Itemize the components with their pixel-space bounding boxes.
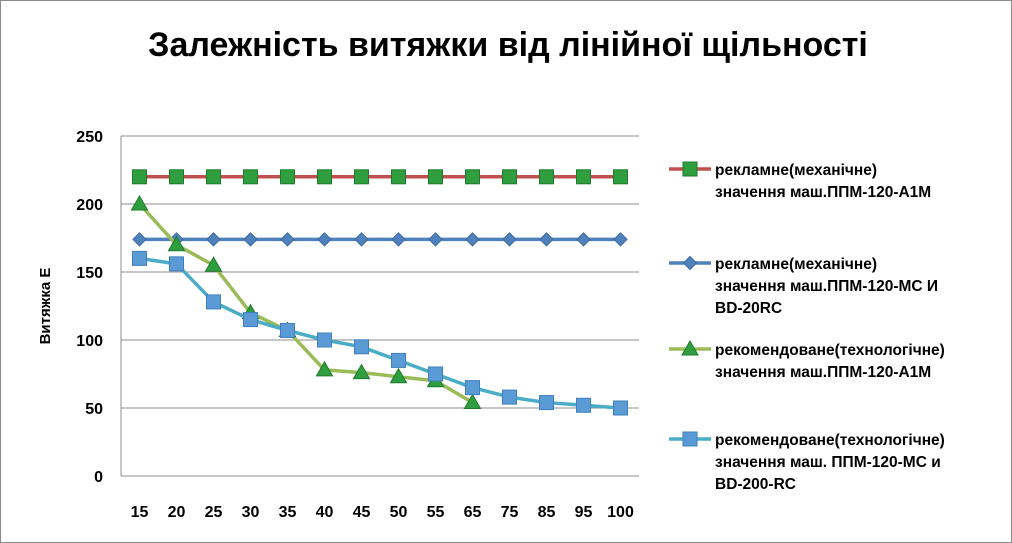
data-point	[132, 232, 147, 247]
data-point	[206, 294, 221, 310]
data-point	[132, 169, 147, 185]
y-tick-label: 200	[76, 197, 103, 214]
axes: 0 50 100 150 200 250 15 20 25 30 35 40 45 50 55 65 75 85 9…	[76, 129, 639, 521]
legend-label: рекламне(механічне)	[715, 256, 877, 273]
x-tick-label: 55	[427, 504, 445, 521]
legend-label: рекомендоване(технологічне)	[715, 342, 945, 359]
data-point	[502, 232, 517, 247]
data-point	[354, 232, 369, 247]
data-point	[243, 312, 258, 328]
data-point	[539, 169, 554, 185]
y-tick-label: 50	[85, 401, 103, 418]
x-tick-label: 45	[353, 504, 371, 521]
data-point	[502, 389, 517, 405]
data-point	[613, 400, 628, 416]
data-point	[280, 169, 295, 185]
data-point	[169, 256, 184, 272]
data-point	[206, 232, 221, 247]
data-point	[354, 339, 369, 355]
data-point	[167, 235, 186, 252]
y-tick-label: 250	[76, 129, 103, 146]
series-line	[139, 256, 621, 410]
series-group	[130, 169, 628, 416]
series-line	[138, 202, 474, 405]
data-point	[317, 232, 332, 247]
data-point	[280, 232, 295, 247]
data-point	[463, 393, 482, 410]
data-point	[428, 232, 443, 247]
legend-marker	[681, 339, 699, 356]
data-point	[576, 169, 591, 185]
data-point	[206, 169, 221, 185]
data-point	[576, 232, 591, 247]
x-tick-label: 15	[131, 504, 149, 521]
x-tick-label: 100	[607, 504, 634, 521]
chart-title: Залежність витяжки від лінійної щільност…	[148, 26, 868, 64]
series-4	[132, 250, 628, 416]
legend-label: значення маш.ППМ-120-А1М	[715, 364, 931, 381]
legend-label: BD-200-RC	[715, 476, 796, 493]
data-point	[132, 250, 147, 266]
legend-label: BD-20RC	[715, 300, 782, 317]
data-point	[169, 169, 184, 185]
y-tick-label: 0	[94, 469, 103, 486]
data-point	[352, 363, 371, 380]
y-tick-label: 100	[76, 333, 103, 350]
legend-marker	[682, 161, 698, 177]
data-point	[389, 367, 408, 384]
legend-entry-1: рекламне(механічне) значення маш.ППМ-120-…	[669, 161, 931, 201]
data-point	[280, 322, 295, 338]
data-point	[539, 232, 554, 247]
x-tick-label: 75	[501, 504, 519, 521]
data-point	[243, 232, 258, 247]
legend-entry-3: рекомендоване(технологічне) значення маш.…	[669, 339, 945, 381]
legend-label: значення маш. ППМ-120-МС и	[715, 454, 941, 471]
x-tick-label: 65	[464, 504, 482, 521]
data-point	[391, 169, 406, 185]
data-point	[243, 169, 258, 185]
x-tick-label: 95	[575, 504, 593, 521]
legend-label: рекламне(механічне)	[715, 162, 877, 179]
data-point	[465, 380, 480, 396]
data-point	[613, 232, 628, 247]
series-2	[132, 232, 628, 247]
legend-label: значення маш.ППМ-120-А1М	[715, 184, 931, 201]
y-axis-label: Витяжка Е	[37, 268, 54, 345]
data-point	[428, 366, 443, 382]
legend-label: значення маш.ППМ-120-МС И	[715, 278, 938, 295]
x-tick-label: 85	[538, 504, 556, 521]
legend-marker	[682, 431, 698, 447]
data-point	[576, 397, 591, 413]
series-1	[132, 169, 628, 185]
data-point	[465, 169, 480, 185]
legend: рекламне(механічне) значення маш.ППМ-120-…	[669, 161, 945, 493]
data-point	[391, 352, 406, 368]
data-point	[502, 169, 517, 185]
x-tick-label: 25	[205, 504, 223, 521]
data-point	[428, 169, 443, 185]
x-tick-label: 40	[316, 504, 334, 521]
x-tick-label: 35	[279, 504, 297, 521]
data-point	[315, 360, 334, 377]
data-point	[613, 169, 628, 185]
legend-entry-4: рекомендоване(технологічне) значення маш.…	[669, 431, 945, 493]
data-point	[204, 256, 223, 272]
legend-label: рекомендоване(технологічне)	[715, 432, 945, 449]
x-tick-label: 30	[242, 504, 260, 521]
data-point	[354, 169, 369, 185]
legend-entry-2: рекламне(механічне) значення маш.ППМ-120-…	[669, 255, 938, 317]
data-point	[317, 332, 332, 348]
data-point	[465, 232, 480, 247]
data-point	[317, 169, 332, 185]
x-tick-label: 50	[390, 504, 408, 521]
data-point	[130, 194, 149, 211]
data-point	[539, 395, 554, 411]
x-tick-label: 20	[168, 504, 186, 521]
y-tick-label: 150	[76, 265, 103, 282]
data-point	[391, 232, 406, 247]
legend-marker	[682, 255, 698, 271]
